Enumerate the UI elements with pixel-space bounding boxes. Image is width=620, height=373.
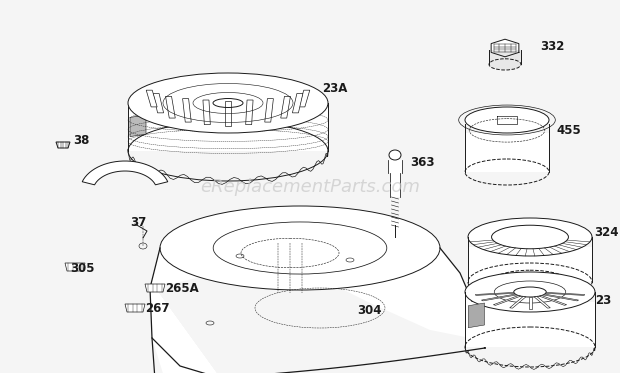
Polygon shape xyxy=(130,115,146,137)
Text: eReplacementParts.com: eReplacementParts.com xyxy=(200,178,420,195)
Polygon shape xyxy=(539,295,567,305)
Polygon shape xyxy=(468,247,592,282)
Text: 37: 37 xyxy=(130,216,146,229)
Polygon shape xyxy=(299,90,310,107)
Polygon shape xyxy=(225,100,231,125)
Text: 455: 455 xyxy=(556,123,581,137)
Polygon shape xyxy=(82,161,168,185)
Polygon shape xyxy=(128,103,328,151)
Polygon shape xyxy=(246,100,253,125)
Polygon shape xyxy=(534,297,551,308)
Ellipse shape xyxy=(465,272,595,312)
Text: 305: 305 xyxy=(70,261,94,275)
Text: 304: 304 xyxy=(357,304,381,317)
Ellipse shape xyxy=(128,73,328,133)
Text: 332: 332 xyxy=(540,40,564,53)
Polygon shape xyxy=(145,284,165,292)
Text: 23: 23 xyxy=(595,294,611,307)
Ellipse shape xyxy=(468,218,592,256)
Text: 23A: 23A xyxy=(322,81,347,94)
Polygon shape xyxy=(146,90,157,107)
Polygon shape xyxy=(153,94,164,113)
Polygon shape xyxy=(166,96,175,118)
Polygon shape xyxy=(491,39,519,57)
Polygon shape xyxy=(293,94,303,113)
Polygon shape xyxy=(125,304,145,312)
Polygon shape xyxy=(528,297,531,309)
Text: 38: 38 xyxy=(73,134,89,147)
Polygon shape xyxy=(265,98,273,122)
Text: 265A: 265A xyxy=(165,282,199,295)
Text: 267: 267 xyxy=(145,301,169,314)
Polygon shape xyxy=(468,303,484,328)
Polygon shape xyxy=(476,292,514,295)
Polygon shape xyxy=(203,100,210,125)
Polygon shape xyxy=(465,133,549,172)
Polygon shape xyxy=(481,294,516,301)
Text: 324: 324 xyxy=(594,226,619,238)
Polygon shape xyxy=(183,98,191,122)
Polygon shape xyxy=(510,297,526,308)
Polygon shape xyxy=(56,142,70,148)
Ellipse shape xyxy=(465,107,549,133)
Polygon shape xyxy=(65,263,85,271)
Polygon shape xyxy=(546,292,585,295)
Ellipse shape xyxy=(489,59,521,70)
Polygon shape xyxy=(494,295,521,305)
Text: 363: 363 xyxy=(410,156,435,169)
Ellipse shape xyxy=(160,206,440,290)
Polygon shape xyxy=(150,248,485,373)
Ellipse shape xyxy=(389,150,401,160)
Polygon shape xyxy=(281,96,290,118)
Polygon shape xyxy=(465,302,595,347)
Polygon shape xyxy=(543,294,578,301)
